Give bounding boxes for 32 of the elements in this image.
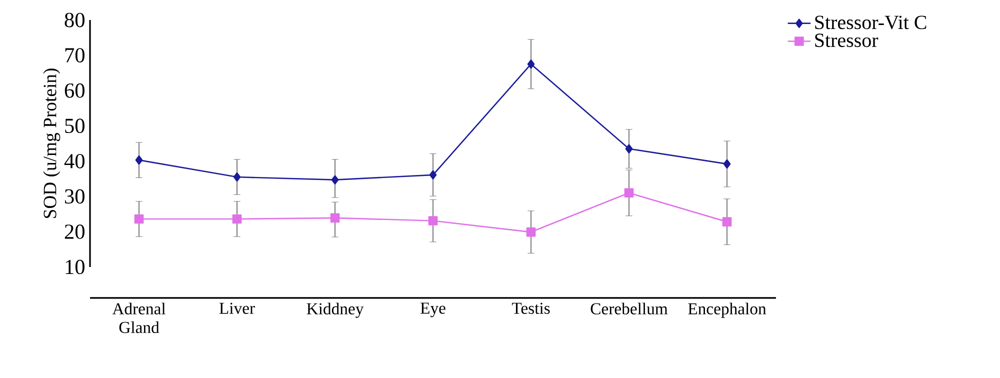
y-tick-label: 50 — [65, 118, 84, 134]
point — [722, 217, 732, 226]
y-tick-label: 60 — [64, 83, 84, 98]
y-tick-label: 30 — [64, 189, 84, 204]
y-tick-label: 70 — [65, 48, 84, 62]
y-tick-label: 80 — [64, 12, 84, 28]
legend-label: Stressor-Vit C — [815, 16, 926, 30]
y-axis-title: SOD (u/mg Protein) — [43, 68, 60, 218]
point — [624, 188, 634, 198]
x-tick-label: Eye — [420, 302, 446, 318]
point — [134, 214, 144, 224]
legend-label: Stressor — [815, 34, 878, 48]
point — [428, 216, 438, 226]
point — [625, 144, 633, 154]
x-tick-label: Kiddney — [306, 302, 364, 318]
x-tick-label: Cerebellum — [590, 302, 668, 314]
y-tick-label: 40 — [64, 154, 84, 168]
x-tick-label: Liver — [219, 302, 255, 314]
point — [232, 214, 242, 224]
point — [526, 227, 536, 237]
x-tick-label: Adrenal Gland — [112, 302, 166, 334]
point — [723, 159, 731, 169]
point — [135, 155, 143, 165]
point — [331, 175, 339, 185]
point — [527, 59, 535, 69]
x-tick-label: Encephalon — [688, 302, 766, 318]
point — [429, 170, 437, 180]
x-tick-label: Testis — [512, 302, 550, 314]
y-tick-label: 10 — [66, 260, 84, 274]
point — [233, 172, 241, 182]
point — [330, 213, 340, 223]
y-tick-label: 20 — [64, 224, 84, 239]
